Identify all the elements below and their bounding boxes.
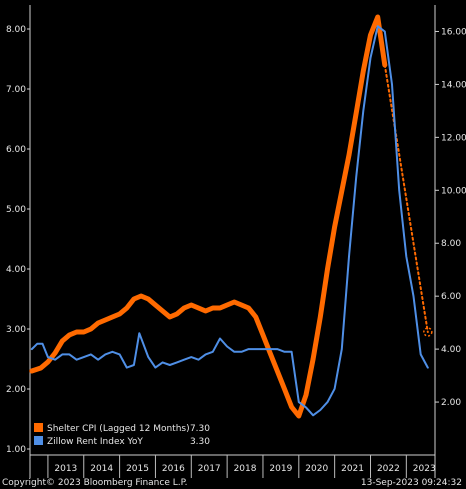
left-tick-label: 5.00 bbox=[6, 205, 26, 215]
chart-svg: 1.00 2.00 3.00 4.00 5.00 6.00 7.00 8.00 2.00 4.00… bbox=[6, 5, 466, 482]
timestamp-text: 13-Sep-2023 09:24:32 bbox=[360, 478, 462, 488]
right-tick-label: 8.00 bbox=[441, 239, 461, 249]
legend-swatch bbox=[34, 423, 43, 432]
legend-box bbox=[32, 421, 212, 449]
x-tick-label: 2022 bbox=[377, 464, 400, 474]
right-tick-label: 12.00 bbox=[441, 133, 466, 143]
x-tick-label: 2015 bbox=[126, 464, 149, 474]
left-tick-label: 8.00 bbox=[6, 25, 26, 35]
legend-value: 3.30 bbox=[190, 437, 210, 447]
left-tick-label: 2.00 bbox=[6, 385, 26, 395]
left-tick-label: 6.00 bbox=[6, 145, 26, 155]
legend-label: Shelter CPI (Lagged 12 Months) bbox=[47, 424, 190, 434]
right-tick-label: 6.00 bbox=[441, 292, 461, 302]
legend-label: Zillow Rent Index YoY bbox=[47, 437, 143, 447]
left-tick-label: 4.00 bbox=[6, 265, 26, 275]
projection-end-marker bbox=[423, 327, 433, 337]
footer: Copyright© 2023 Bloomberg Finance L.P. 1… bbox=[0, 477, 466, 489]
x-tick-label: 2014 bbox=[90, 464, 113, 474]
left-tick-label: 3.00 bbox=[6, 325, 26, 335]
x-tick-label: 2018 bbox=[234, 464, 257, 474]
legend-swatch bbox=[34, 436, 43, 445]
x-tick-label: 2023 bbox=[413, 464, 436, 474]
x-tick-label: 2019 bbox=[269, 464, 292, 474]
x-tick-label: 2020 bbox=[305, 464, 328, 474]
x-tick-label: 2017 bbox=[198, 464, 221, 474]
x-tick-label: 2013 bbox=[54, 464, 77, 474]
right-tick-label: 2.00 bbox=[441, 398, 461, 408]
x-tick-label: 2021 bbox=[341, 464, 364, 474]
series-line-0 bbox=[29, 14, 388, 419]
left-tick-label: 1.00 bbox=[6, 445, 26, 455]
legend-value: 7.30 bbox=[190, 424, 210, 434]
series-line-1 bbox=[383, 64, 429, 333]
series-line-2 bbox=[30, 25, 429, 417]
left-tick-label: 7.00 bbox=[6, 85, 26, 95]
copyright-text: Copyright© 2023 Bloomberg Finance L.P. bbox=[2, 478, 188, 488]
right-tick-label: 4.00 bbox=[441, 345, 461, 355]
right-tick-label: 10.00 bbox=[441, 186, 466, 196]
x-tick-label: 2016 bbox=[162, 464, 185, 474]
right-tick-label: 16.00 bbox=[441, 27, 466, 37]
right-tick-label: 14.00 bbox=[441, 80, 466, 90]
